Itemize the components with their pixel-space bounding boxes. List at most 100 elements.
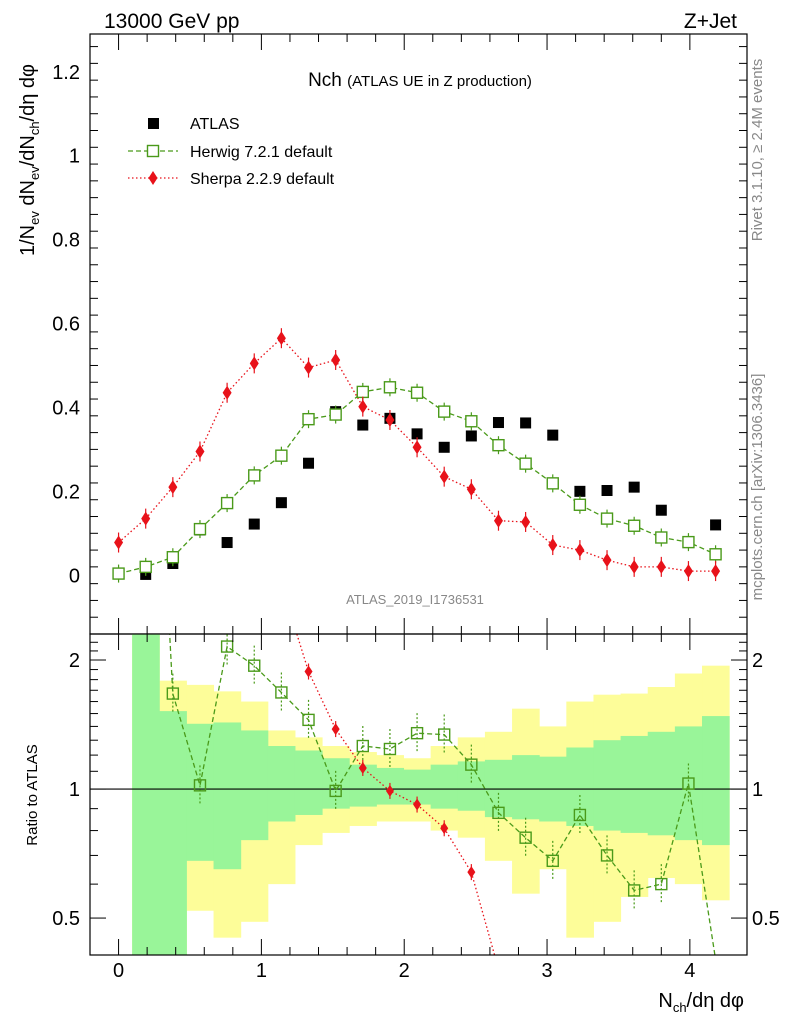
ratio-ytick-label-right: 0.5: [752, 908, 780, 930]
legend-atlas-label: ATLAS: [190, 116, 240, 133]
herwig-ratio-point: [302, 713, 315, 727]
main-plot-frame: [89, 33, 748, 635]
legend-sherpa-marker: [148, 171, 158, 185]
analysis-id: ATLAS_2019_I1736531: [346, 592, 484, 607]
ratio-ytick-label: 0.5: [52, 908, 80, 930]
x-tick-label: 4: [684, 960, 695, 982]
herwig-point: [573, 498, 587, 511]
sherpa-point: [331, 353, 341, 368]
ratio-ytick-label: 2: [69, 650, 80, 672]
herwig-point: [655, 531, 668, 544]
herwig-ratio-point: [492, 806, 505, 820]
ratio-plot-frame: [89, 633, 748, 956]
atlas-point: [248, 518, 260, 530]
sherpa-point: [493, 513, 503, 528]
ratio-clipped-area: [90, 634, 747, 955]
herwig-point: [220, 496, 234, 510]
x-tick-label: 3: [541, 960, 552, 982]
herwig-ratio-point: [655, 877, 668, 891]
main-ytick-label: 0: [69, 565, 80, 587]
atlas-band-inner: [132, 634, 160, 955]
sherpa-point: [439, 469, 449, 484]
atlas-point: [574, 485, 586, 497]
main-title-subtext: (ATLAS UE in Z production): [347, 73, 532, 90]
herwig-point: [410, 386, 424, 399]
herwig-ratio-point: [383, 742, 397, 756]
atlas-point: [438, 441, 450, 453]
herwig-point: [519, 457, 532, 470]
sherpa-point: [521, 514, 531, 529]
process-label: Z+Jet: [684, 10, 737, 33]
herwig-ratio-point: [465, 758, 478, 771]
mcplots-label: mcplots.cern.ch [arXiv:1306.3436]: [749, 374, 766, 601]
ratio-ylabel: Ratio to ATLAS: [24, 744, 41, 845]
atlas-band-inner: [512, 755, 540, 820]
herwig-point: [709, 548, 722, 561]
atlas-band-inner: [240, 730, 269, 841]
x-tick-label: 1: [256, 960, 267, 982]
atlas-band-inner: [674, 726, 703, 841]
herwig-point: [193, 522, 207, 536]
sherpa-ratio-point: [385, 784, 394, 797]
herwig-line: [118, 386, 716, 575]
herwig-ratio-point: [275, 686, 288, 699]
energy-label: 13000 GeV pp: [104, 10, 239, 33]
main-ytick-label: 0.2: [52, 481, 80, 503]
legend: ATLAS Herwig 7.2.1 default Sherpa 2.2.9 …: [128, 116, 335, 188]
herwig-point: [356, 385, 369, 399]
herwig-point: [600, 512, 614, 525]
main-ytick-label: 1.2: [52, 62, 80, 84]
main-title: Nch (ATLAS UE in Z production): [308, 70, 532, 91]
herwig-point: [383, 381, 397, 394]
herwig-ratio-point: [329, 784, 342, 798]
atlas-band-inner: [267, 746, 296, 822]
x-tick-label: 0: [113, 960, 124, 982]
herwig-point: [682, 535, 695, 549]
sherpa-point: [195, 444, 205, 459]
sherpa-point: [222, 385, 232, 400]
atlas-point: [411, 428, 423, 440]
herwig-ratio-line: [169, 634, 716, 955]
herwig-point: [438, 405, 451, 418]
sherpa-point: [575, 543, 585, 558]
atlas-band-inner: [294, 750, 323, 815]
herwig-point: [302, 412, 315, 426]
legend-herwig-marker: [146, 144, 160, 158]
atlas-point: [547, 429, 559, 441]
sherpa-point: [466, 482, 476, 497]
ratio-ytick-label-right: 1: [752, 779, 763, 801]
atlas-point: [655, 504, 667, 516]
atlas-band-inner: [213, 722, 242, 870]
sherpa-ratio-point: [331, 723, 340, 736]
herwig-ratio-point: [682, 777, 695, 790]
x-tick-label: 2: [399, 960, 410, 982]
atlas-point: [628, 481, 640, 493]
main-ytick-label: 0.8: [52, 230, 80, 252]
herwig-ratio-point: [519, 831, 532, 844]
herwig-ratio-point: [410, 726, 424, 740]
herwig-point: [329, 408, 342, 421]
atlas-band-inner: [159, 711, 187, 955]
herwig-point: [139, 560, 152, 574]
herwig-point: [492, 438, 505, 452]
legend-herwig-label: Herwig 7.2.1 default: [190, 144, 333, 161]
herwig-ratio-point: [166, 687, 180, 700]
atlas-point: [520, 417, 532, 429]
sherpa-ratio-point: [440, 822, 449, 835]
sherpa-point: [304, 360, 314, 375]
ratio-axis-ticks: 0 1 2 3 4 0.5 0.5 1 1 2 2: [52, 634, 780, 982]
sherpa-point: [114, 535, 124, 550]
main-ytick-label: 1: [69, 146, 80, 168]
atlas-point: [601, 485, 613, 497]
atlas-band-inner: [566, 747, 594, 826]
ratio-ytick-label-right: 2: [752, 650, 763, 672]
herwig-ratio-point: [248, 659, 261, 672]
herwig-ratio-point: [573, 808, 587, 822]
sherpa-point: [548, 538, 558, 553]
herwig-ratio-point: [546, 854, 559, 868]
legend-atlas-marker: [148, 118, 159, 129]
herwig-ratio-point: [193, 779, 207, 792]
sherpa-point: [683, 564, 693, 579]
herwig-point: [275, 449, 288, 462]
